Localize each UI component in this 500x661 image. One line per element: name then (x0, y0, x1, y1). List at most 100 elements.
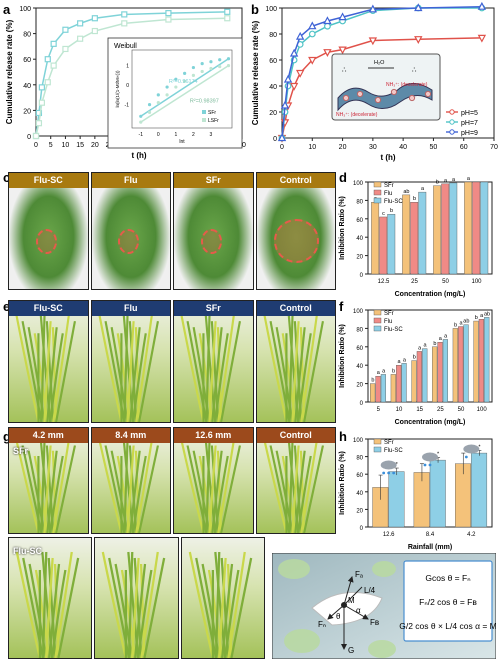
lesion-spot (35, 228, 57, 254)
plant-photo: 12.6 mm (173, 427, 254, 534)
plant-photo: Flu (90, 172, 171, 290)
lesion-spot (273, 219, 319, 263)
grass-blades (180, 440, 242, 533)
bar-flu (410, 202, 419, 275)
rainfall-bar-chart-h: 0 20 40 60 80 100 Rainfall (mm) Inhibition Rati… (339, 438, 493, 551)
ph-point-2 (277, 133, 287, 142)
ph-point-0 (323, 49, 332, 57)
rain-drop-icon (392, 471, 396, 475)
photo-header-label: SFr (174, 301, 253, 316)
lever-line (343, 586, 363, 606)
x-tick-label: 30 (369, 144, 377, 151)
plant-photo: 8.4 mm (90, 427, 171, 534)
category-label: 12.6 (383, 532, 395, 538)
rain-drop-icon (423, 463, 427, 467)
plant-photo: Control (255, 427, 336, 534)
significance-letter: * (478, 444, 481, 450)
bar-flu-sc (463, 324, 469, 403)
label-fa: Fₐ (355, 570, 364, 579)
bar-flu-sc (442, 339, 448, 403)
grass-blades (188, 551, 252, 658)
y-tick-label: 80 (356, 199, 363, 205)
legend-label-2: Flu-SC (384, 199, 403, 205)
photo-header-label: Control (256, 301, 335, 316)
data-point-1 (44, 79, 51, 86)
ph-point-2 (477, 1, 487, 10)
data-point-1 (165, 16, 172, 23)
legend-label-0: SFr (384, 311, 394, 317)
panel-label-a: a (3, 2, 11, 17)
data-point-0 (35, 109, 43, 117)
pivot-point (341, 602, 347, 608)
y-tick-label: 100 (19, 6, 31, 13)
inset-legend-label-0: SFr (208, 110, 216, 116)
significance-letter: c (382, 211, 385, 217)
y-tick-label: 20 (23, 108, 31, 115)
plot-frame (281, 7, 495, 139)
plant-photo (8, 537, 93, 659)
inset-fit-line-1 (140, 64, 229, 123)
legend-label-0: SFr (384, 183, 394, 189)
inset-point-1 (147, 110, 152, 114)
label-m: M (348, 596, 355, 605)
significance-letter: b (436, 180, 439, 186)
photo-header-label: Control (256, 428, 335, 443)
grass-blades (262, 440, 324, 533)
category-label: 100 (477, 407, 488, 413)
bar-flu-sc (388, 471, 405, 528)
bar-sfr (390, 374, 396, 403)
ph-point-2 (295, 31, 305, 40)
inset-point-1 (156, 101, 160, 105)
significance-letter: a (444, 333, 448, 339)
y-tick-label: 100 (353, 309, 364, 315)
x-tick-label: 20 (339, 144, 347, 151)
x-tick-label: 50 (430, 144, 438, 151)
grass-blades (102, 551, 166, 658)
category-label: 50 (458, 407, 465, 413)
category-label: 25 (437, 407, 444, 413)
significance-letter: a (382, 368, 386, 374)
x-tick-label: 10 (308, 144, 316, 151)
bar-flu-sc (429, 459, 446, 528)
significance-letter: a (439, 336, 443, 342)
inset-legend-label-1: LSFr (208, 118, 219, 124)
rain-drop-icon (464, 455, 468, 459)
y-tick-label: 100 (353, 181, 364, 187)
bar-flu (472, 181, 481, 275)
nh-group-2 (374, 96, 382, 104)
panel-label-f: f (339, 299, 344, 314)
data-point-0 (77, 20, 84, 27)
x-tick-label: 0 (280, 144, 284, 151)
nh-group-5 (424, 90, 432, 98)
inhibition-bar-chart-f: 0 20 40 60 80 100 Concentration (mg/L) Inhibiti… (339, 309, 493, 426)
inset-point-1 (218, 64, 222, 69)
bar-flu-sc (387, 214, 396, 275)
y-tick-label: 40 (356, 236, 363, 242)
force-fn-arrow (327, 604, 345, 620)
y-axis-label: Cumulative release rate (%) (251, 20, 260, 125)
inset-x-tick-label: 2 (192, 132, 195, 138)
plant-photo: Flu-SC (8, 172, 89, 290)
equation-1: Gcos θ = Fₙ (425, 573, 471, 583)
bar-sfr (464, 181, 473, 275)
plant-photo: SFr (173, 300, 254, 423)
data-point-1 (91, 27, 98, 35)
data-point-1 (32, 132, 40, 140)
legend-swatch-1 (373, 189, 382, 196)
significance-letter: b (371, 378, 374, 384)
leaf-blob-4 (372, 561, 396, 577)
inset-y-tick-label: -1 (125, 103, 130, 109)
ph-point-0 (368, 37, 378, 46)
y-tick-label: 40 (356, 364, 363, 370)
legend-label-2: Flu-SC (384, 327, 403, 333)
inset-r2-2: R²=0.98397 (190, 99, 219, 105)
significance-letter: a (418, 345, 422, 351)
category-label: 5 (377, 407, 381, 413)
inset-x-tick-label: 3 (210, 132, 213, 138)
bar-flu-sc (471, 452, 488, 528)
rainfall-photo-strip-g2 (8, 537, 265, 659)
significance-letter: a (397, 359, 401, 365)
inset-point-1 (200, 69, 204, 74)
bar-flu (375, 376, 381, 403)
photo-header-label: Flu-SC (9, 173, 88, 188)
